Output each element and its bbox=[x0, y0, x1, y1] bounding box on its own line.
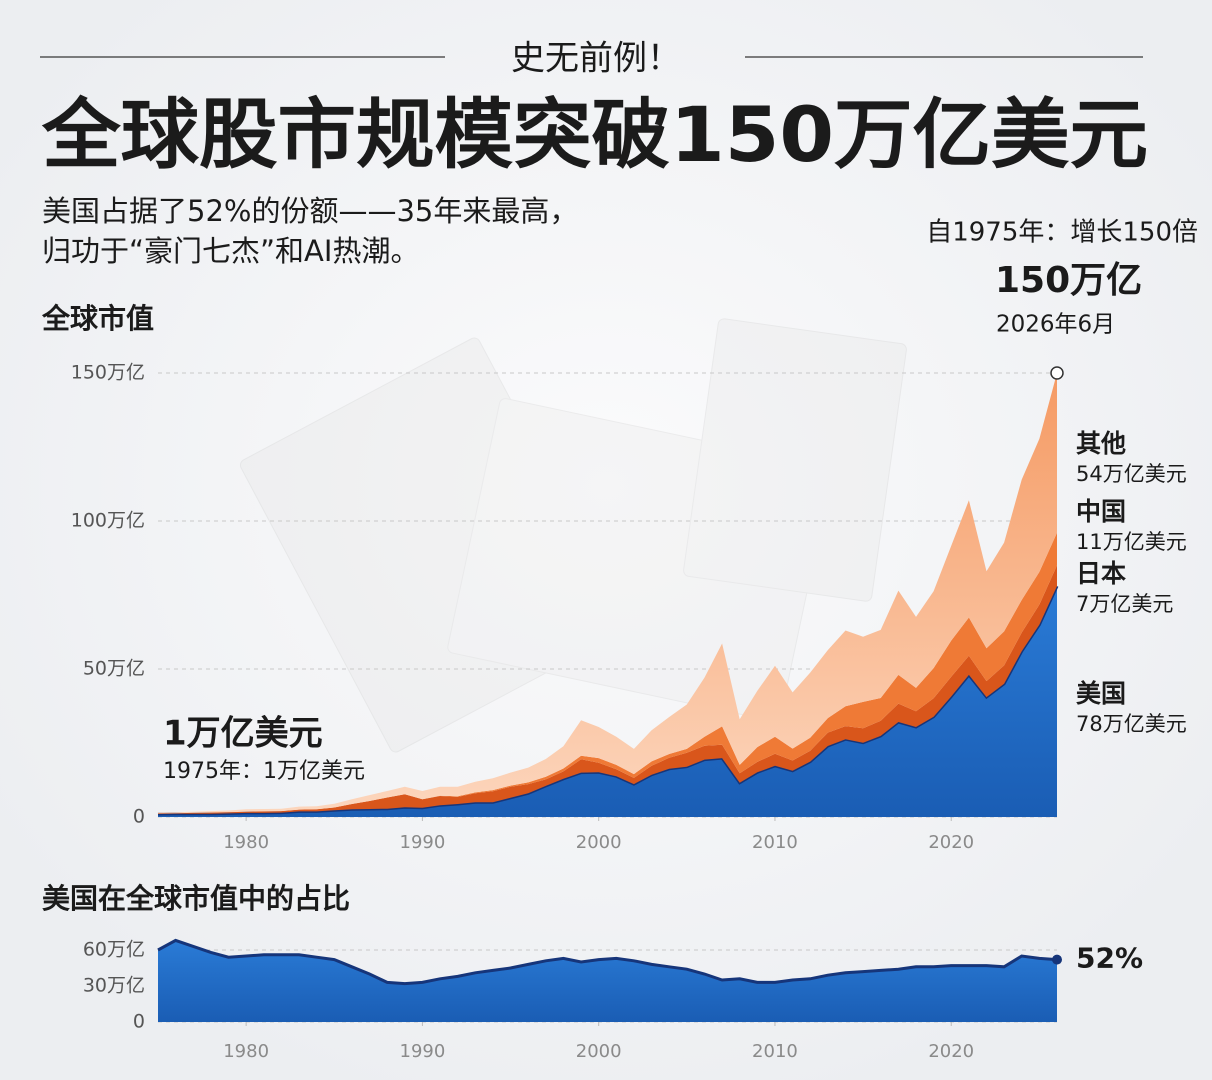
x-tick-label: 2000 bbox=[576, 1041, 622, 1062]
x-tick-label: 1980 bbox=[223, 832, 269, 853]
x-tick-label: 2010 bbox=[752, 832, 798, 853]
value-label: 52% bbox=[1076, 942, 1143, 975]
series-label: 美国 bbox=[1076, 679, 1126, 708]
x-tick-label: 2000 bbox=[576, 832, 622, 853]
y-tick-label: 60万亿 bbox=[83, 939, 145, 961]
chart-title: 美国在全球市值中的占比 bbox=[42, 882, 350, 915]
annotation: 2026年6月 bbox=[996, 312, 1115, 338]
x-tick-label: 1990 bbox=[400, 1041, 446, 1062]
end-marker bbox=[1050, 366, 1064, 380]
annotation: 1万亿美元 bbox=[163, 714, 323, 754]
annotation: 150万亿 bbox=[995, 260, 1142, 301]
x-tick-label: 2010 bbox=[752, 1041, 798, 1062]
series-label: 中国 bbox=[1076, 497, 1126, 526]
area bbox=[158, 940, 1057, 1022]
headline: 全球股市规模突破150万亿美元 bbox=[41, 90, 1148, 179]
y-tick-label: 0 bbox=[133, 806, 145, 828]
x-tick-label: 2020 bbox=[928, 832, 974, 853]
series-label: 其他 bbox=[1076, 429, 1126, 458]
y-tick-label: 150万亿 bbox=[71, 362, 145, 384]
area bbox=[158, 586, 1057, 817]
value-label: 54万亿美元 bbox=[1076, 462, 1187, 486]
kicker: 史无前例！ bbox=[511, 39, 681, 79]
series-line bbox=[157, 938, 1058, 986]
end-dot bbox=[1052, 954, 1062, 965]
annotation: 1975年：1万亿美元 bbox=[163, 759, 365, 784]
y-tick-label: 100万亿 bbox=[71, 510, 145, 532]
x-tick-label: 2020 bbox=[928, 1041, 974, 1062]
y-tick-label: 30万亿 bbox=[83, 975, 145, 997]
subtitle: 归功于“豪门七杰”和AI热潮。 bbox=[42, 234, 419, 268]
value-label: 11万亿美元 bbox=[1076, 530, 1187, 554]
subtitle: 美国占据了52%的份额——35年来最高， bbox=[42, 194, 578, 228]
annotation: 自1975年：增长150倍 bbox=[926, 218, 1198, 248]
series-label: 日本 bbox=[1076, 559, 1126, 588]
x-tick-label: 1990 bbox=[400, 832, 446, 853]
value-label: 7万亿美元 bbox=[1076, 592, 1173, 616]
y-tick-label: 50万亿 bbox=[83, 658, 145, 680]
value-label: 78万亿美元 bbox=[1076, 712, 1187, 736]
chart-title: 全球市值 bbox=[41, 302, 154, 335]
area bbox=[158, 373, 1057, 814]
x-tick-label: 1980 bbox=[223, 1041, 269, 1062]
y-tick-label: 0 bbox=[133, 1011, 145, 1033]
banknote-decor bbox=[239, 318, 907, 753]
